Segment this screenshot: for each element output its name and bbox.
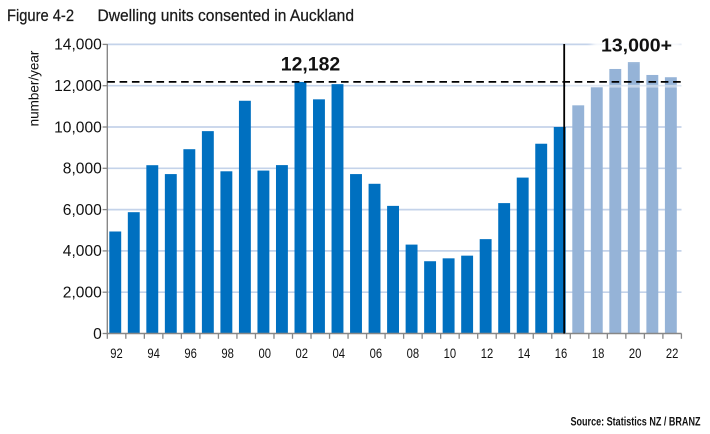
svg-text:94: 94 (147, 345, 160, 361)
svg-text:12: 12 (481, 345, 494, 361)
svg-text:12,000: 12,000 (54, 78, 102, 95)
svg-text:06: 06 (370, 345, 383, 361)
svg-text:22: 22 (666, 345, 679, 361)
svg-text:08: 08 (407, 345, 420, 361)
svg-text:10: 10 (444, 345, 457, 361)
svg-text:12,182: 12,182 (281, 53, 341, 75)
svg-text:6,000: 6,000 (63, 202, 102, 219)
svg-text:14: 14 (518, 345, 531, 361)
svg-text:8,000: 8,000 (63, 161, 102, 178)
svg-text:Source: Statistics NZ / BRANZ: Source: Statistics NZ / BRANZ (571, 415, 701, 429)
svg-text:98: 98 (221, 345, 234, 361)
svg-text:14,000: 14,000 (54, 37, 102, 54)
svg-text:2,000: 2,000 (63, 285, 102, 302)
svg-text:96: 96 (184, 345, 197, 361)
svg-text:02: 02 (296, 345, 309, 361)
svg-text:Dwelling units consented in Au: Dwelling units consented in Auckland (98, 7, 355, 25)
svg-text:04: 04 (333, 345, 346, 361)
svg-text:92: 92 (110, 345, 123, 361)
svg-text:0: 0 (93, 326, 102, 343)
svg-text:00: 00 (258, 345, 271, 361)
svg-text:10,000: 10,000 (54, 119, 102, 136)
svg-text:Figure 4-2: Figure 4-2 (7, 7, 74, 25)
svg-text:4,000: 4,000 (63, 243, 102, 260)
svg-text:13,000+: 13,000+ (601, 36, 672, 56)
svg-text:16: 16 (555, 345, 568, 361)
svg-text:number/year: number/year (27, 50, 42, 126)
svg-text:20: 20 (629, 345, 642, 361)
svg-text:18: 18 (592, 345, 605, 361)
